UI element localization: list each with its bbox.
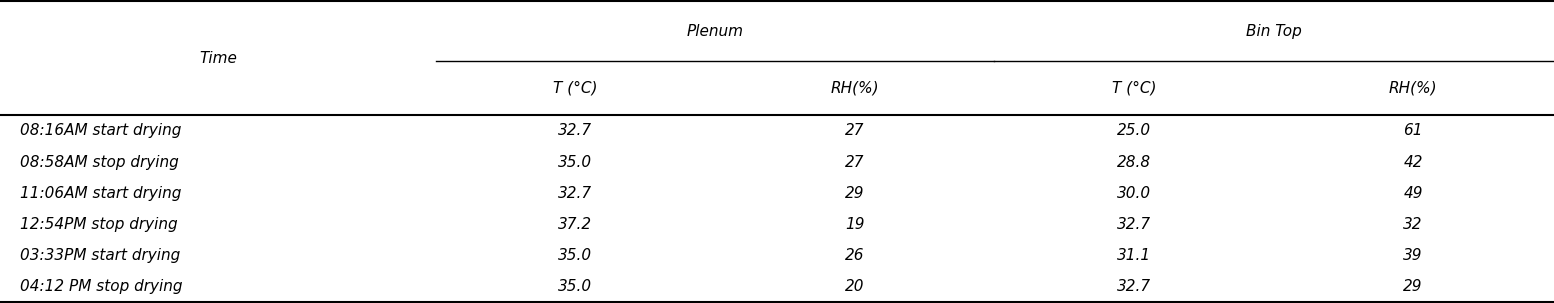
Text: 30.0: 30.0 [1117, 185, 1152, 201]
Text: 04:12 PM stop drying: 04:12 PM stop drying [20, 278, 182, 294]
Text: 32.7: 32.7 [558, 124, 592, 138]
Text: 27: 27 [845, 124, 864, 138]
Text: 29: 29 [1403, 278, 1423, 294]
Text: 25.0: 25.0 [1117, 124, 1152, 138]
Text: 61: 61 [1403, 124, 1423, 138]
Text: 35.0: 35.0 [558, 248, 592, 263]
Text: 12:54PM stop drying: 12:54PM stop drying [20, 217, 177, 231]
Text: 27: 27 [845, 155, 864, 169]
Text: 32.7: 32.7 [558, 185, 592, 201]
Text: 08:16AM start drying: 08:16AM start drying [20, 124, 182, 138]
Text: Time: Time [199, 51, 238, 66]
Text: Bin Top: Bin Top [1245, 24, 1301, 39]
Text: RH(%): RH(%) [830, 81, 880, 96]
Text: 19: 19 [845, 217, 864, 231]
Text: 20: 20 [845, 278, 864, 294]
Text: 35.0: 35.0 [558, 278, 592, 294]
Text: 08:58AM stop drying: 08:58AM stop drying [20, 155, 179, 169]
Text: 11:06AM start drying: 11:06AM start drying [20, 185, 182, 201]
Text: 32.7: 32.7 [1117, 217, 1152, 231]
Text: Plenum: Plenum [687, 24, 743, 39]
Text: 49: 49 [1403, 185, 1423, 201]
Text: 31.1: 31.1 [1117, 248, 1152, 263]
Text: 26: 26 [845, 248, 864, 263]
Text: 37.2: 37.2 [558, 217, 592, 231]
Text: T (°C): T (°C) [553, 81, 598, 96]
Text: 39: 39 [1403, 248, 1423, 263]
Text: 03:33PM start drying: 03:33PM start drying [20, 248, 180, 263]
Text: T (°C): T (°C) [1111, 81, 1156, 96]
Text: 29: 29 [845, 185, 864, 201]
Text: 28.8: 28.8 [1117, 155, 1152, 169]
Text: 32: 32 [1403, 217, 1423, 231]
Text: 32.7: 32.7 [1117, 278, 1152, 294]
Text: 42: 42 [1403, 155, 1423, 169]
Text: RH(%): RH(%) [1389, 81, 1437, 96]
Text: 35.0: 35.0 [558, 155, 592, 169]
